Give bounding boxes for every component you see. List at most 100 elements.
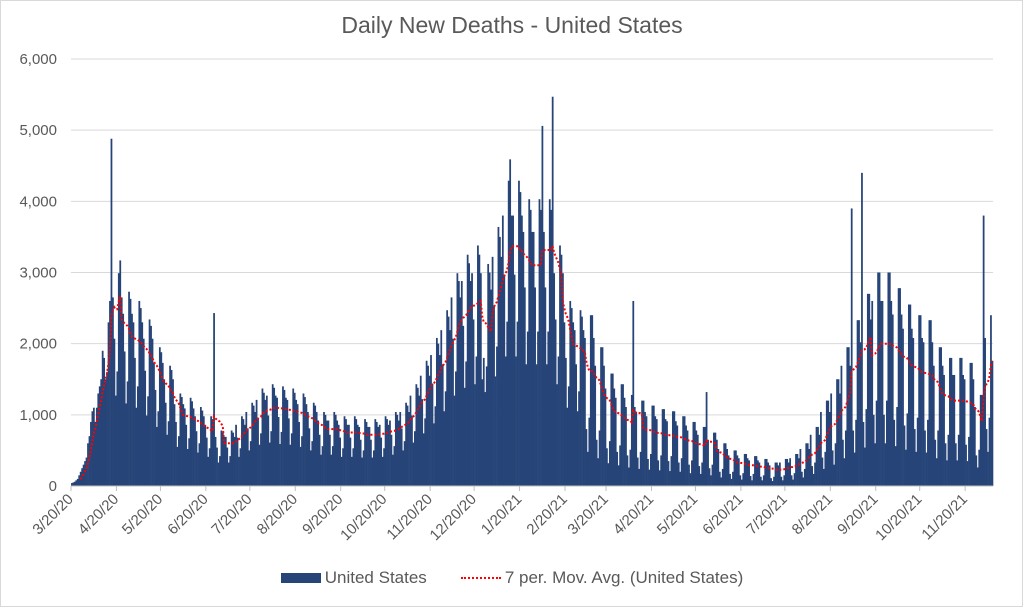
bar [724,443,727,486]
bar [617,465,620,486]
bar [925,452,928,486]
bar [861,172,863,486]
bar [512,215,514,487]
bar [591,315,594,486]
bar [812,473,815,486]
bar [402,450,405,486]
bar [991,360,994,486]
bar [669,471,671,486]
bar [521,215,523,487]
bar [113,338,116,486]
bar [711,464,714,486]
x-tick-label: 7/20/21 [743,491,790,538]
bar [941,365,944,486]
bar [899,288,901,486]
bar [485,366,488,486]
bar [929,320,932,486]
bar [834,443,837,486]
bar [833,464,835,486]
bar [545,364,548,486]
bar [686,430,689,486]
bar [416,387,419,486]
bar [817,426,819,486]
bar [903,425,906,486]
bar [777,465,780,486]
bar [182,404,185,486]
bar [525,364,528,486]
bar [169,365,171,486]
bar [600,347,602,486]
bar [743,453,746,486]
bar [585,429,588,486]
bar [232,432,235,486]
bar [255,399,258,486]
bar [556,384,558,486]
bar [918,315,921,486]
bar [139,308,142,486]
bar [103,357,106,486]
bar [560,254,563,486]
bar [323,411,325,486]
bar [405,402,407,486]
bar [951,374,954,486]
bar [962,374,964,486]
bar [309,450,312,486]
bar [811,466,814,486]
bar [330,454,333,486]
bar [676,425,679,486]
bar [122,313,125,486]
bar [306,411,309,486]
bar [836,379,838,486]
bar [192,408,195,486]
bar [503,274,506,486]
x-tick-label: 1/20/21 [478,491,525,538]
bar [443,411,446,486]
bar [740,479,743,486]
bar [277,416,280,486]
bar [361,457,363,486]
bar [856,320,859,486]
bar [616,451,619,486]
bar [641,400,643,486]
bar [888,272,891,486]
bar [176,446,179,486]
bar [534,287,536,486]
x-tick-label: 7/20/20 [208,491,255,538]
bar [88,436,91,486]
bar [123,351,126,486]
bar [380,437,383,486]
bar [742,473,745,486]
bar [112,297,114,486]
bar [551,96,554,487]
bar [305,404,308,486]
bar [515,356,517,486]
bar [808,448,811,486]
legend-swatch-bars [280,573,321,583]
bar [274,395,277,486]
bar [723,443,726,486]
bar [106,372,108,486]
bar [459,297,462,486]
bar [732,471,734,486]
bar [540,209,542,486]
bar [798,458,800,486]
bar [866,293,869,486]
bar [358,426,361,486]
bar [207,456,210,486]
bar [117,273,120,486]
bar [293,392,296,486]
bar [450,297,453,486]
bar [655,419,658,486]
bar [730,478,733,486]
bar [749,476,752,486]
bar [496,346,498,486]
bar [891,314,894,486]
bar [435,337,438,486]
x-tick-label: 6/20/21 [699,491,746,538]
bar [481,379,484,486]
bar [246,428,249,486]
bar [241,416,243,486]
bar [714,432,717,486]
bar [973,407,976,486]
bar [371,457,374,486]
